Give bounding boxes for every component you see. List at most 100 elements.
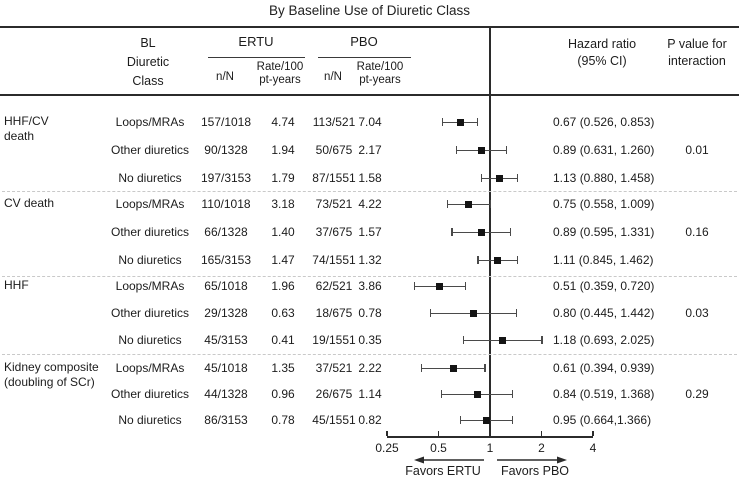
ci-cap-left	[420, 364, 422, 372]
favors-ertu-arrow	[414, 456, 484, 464]
ci-cap-right	[512, 416, 514, 424]
ci-cap-left	[442, 118, 444, 126]
col-header-hazard-ratio: Hazard ratio (95% CI)	[567, 37, 637, 68]
pbo-underline	[318, 57, 411, 59]
pbo-nn-cell: 87/1551	[312, 171, 356, 185]
hr-ci-text: 0.84 (0.519, 1.368)	[553, 387, 655, 401]
hr-ci-text: 0.61 (0.394, 0.939)	[553, 361, 655, 375]
hr-ci-text: 0.95 (0.664,1.366)	[553, 413, 652, 427]
ertu-nn-cell: 197/3153	[200, 171, 252, 185]
ertu-nn-cell: 165/3153	[200, 253, 252, 267]
hr-ci-text: 0.80 (0.445, 1.442)	[553, 306, 655, 320]
col-header-ertu-rate: Rate/100 pt-years	[256, 61, 304, 86]
bl-class-cell: Other diuretics	[110, 225, 190, 239]
pbo-nn-cell: 37/521	[315, 361, 353, 375]
hr-ci-text: 0.89 (0.595, 1.331)	[553, 225, 655, 239]
group-separator	[2, 276, 737, 277]
ertu-rate-cell: 1.94	[271, 143, 295, 157]
outcome-label: CV death	[4, 196, 55, 210]
bl-class-cell: Loops/MRAs	[115, 361, 185, 375]
ertu-nn-cell: 45/1018	[204, 361, 248, 375]
pbo-nn-cell: 37/675	[315, 225, 353, 239]
hr-marker	[498, 336, 506, 344]
axis-tick	[489, 431, 491, 436]
ci-cap-right	[512, 390, 514, 398]
ci-cap-right	[464, 282, 466, 290]
hr-marker	[465, 200, 473, 208]
bl-class-cell: Other diuretics	[110, 306, 190, 320]
hr-marker	[456, 118, 464, 126]
axis-tick	[540, 431, 543, 436]
pbo-rate-cell: 3.86	[358, 279, 382, 293]
pbo-nn-cell: 19/1551	[312, 333, 356, 347]
ertu-rate-cell: 0.78	[271, 413, 295, 427]
hr-marker	[449, 364, 457, 372]
axis-tick-label: 0.5	[430, 441, 447, 455]
bl-class-cell: Loops/MRAs	[115, 197, 185, 211]
ertu-rate-cell: 1.96	[271, 279, 295, 293]
ertu-nn-cell: 29/1328	[204, 306, 248, 320]
ci-cap-left	[446, 200, 448, 208]
pbo-rate-cell: 0.78	[358, 306, 382, 320]
hr-marker	[477, 228, 485, 236]
ci-cap-left	[462, 336, 464, 344]
pbo-rate-cell: 0.35	[358, 333, 382, 347]
ertu-rate-cell: 4.74	[271, 115, 295, 129]
ci-cap-left	[441, 390, 443, 398]
group-separator	[2, 191, 737, 192]
hr-marker	[477, 146, 485, 154]
hr-ci-text: 0.89 (0.631, 1.260)	[553, 143, 655, 157]
ci-cap-right	[517, 256, 519, 264]
bl-class-cell: Loops/MRAs	[115, 279, 185, 293]
ci-cap-right	[541, 336, 543, 344]
hr-marker	[473, 390, 481, 398]
ci-cap-right	[477, 118, 479, 126]
axis-tick	[437, 431, 440, 436]
axis-tick-label: 4	[589, 441, 597, 455]
ertu-nn-cell: 86/3153	[204, 413, 248, 427]
ertu-rate-cell: 3.18	[271, 197, 295, 211]
ci-cap-right	[517, 174, 519, 182]
x-axis-line	[387, 436, 593, 438]
col-header-p-value: P value for interaction	[667, 37, 727, 68]
outcome-label: HHF/CV death	[4, 114, 49, 143]
favors-ertu-label: Favors ERTU	[405, 464, 481, 478]
ertu-rate-cell: 0.96	[271, 387, 295, 401]
bl-class-cell: Loops/MRAs	[115, 115, 185, 129]
favors-pbo-label: Favors PBO	[500, 464, 570, 478]
axis-tick	[386, 431, 388, 436]
p-value-cell: 0.29	[685, 387, 709, 401]
outcome-label: Kidney composite (doubling of SCr)	[4, 360, 99, 389]
pbo-rate-cell: 1.57	[358, 225, 382, 239]
col-header-pbo: PBO	[350, 34, 378, 49]
ci-cap-right	[510, 228, 512, 236]
p-value-cell: 0.03	[685, 306, 709, 320]
ci-cap-left	[459, 416, 461, 424]
axis-tick	[592, 431, 594, 436]
pbo-nn-cell: 73/521	[315, 197, 353, 211]
hr-marker	[494, 256, 502, 264]
bl-class-cell: No diuretics	[118, 413, 182, 427]
col-header-ertu: ERTU	[238, 34, 274, 49]
col-header-pbo-nn: n/N	[324, 71, 342, 83]
ci-cap-left	[413, 282, 416, 290]
ertu-rate-cell: 1.79	[271, 171, 295, 185]
pbo-nn-cell: 113/521	[312, 115, 356, 129]
ertu-nn-cell: 157/1018	[200, 115, 252, 129]
p-value-cell: 0.16	[685, 225, 709, 239]
pbo-rate-cell: 1.14	[358, 387, 382, 401]
axis-tick-label: 0.25	[375, 441, 399, 455]
ci-cap-left	[455, 146, 457, 154]
ertu-rate-cell: 0.41	[271, 333, 295, 347]
header-top-border	[0, 26, 739, 28]
hr-ci-text: 1.13 (0.880, 1.458)	[553, 171, 655, 185]
ci-cap-left	[451, 228, 453, 236]
pbo-rate-cell: 2.17	[358, 143, 382, 157]
pbo-rate-cell: 2.22	[358, 361, 382, 375]
hr-ci-text: 0.75 (0.558, 1.009)	[553, 197, 655, 211]
pbo-nn-cell: 50/675	[315, 143, 353, 157]
pbo-nn-cell: 26/675	[315, 387, 353, 401]
ci-cap-right	[484, 364, 486, 372]
ci-cap-right	[489, 200, 491, 208]
ertu-nn-cell: 66/1328	[204, 225, 248, 239]
